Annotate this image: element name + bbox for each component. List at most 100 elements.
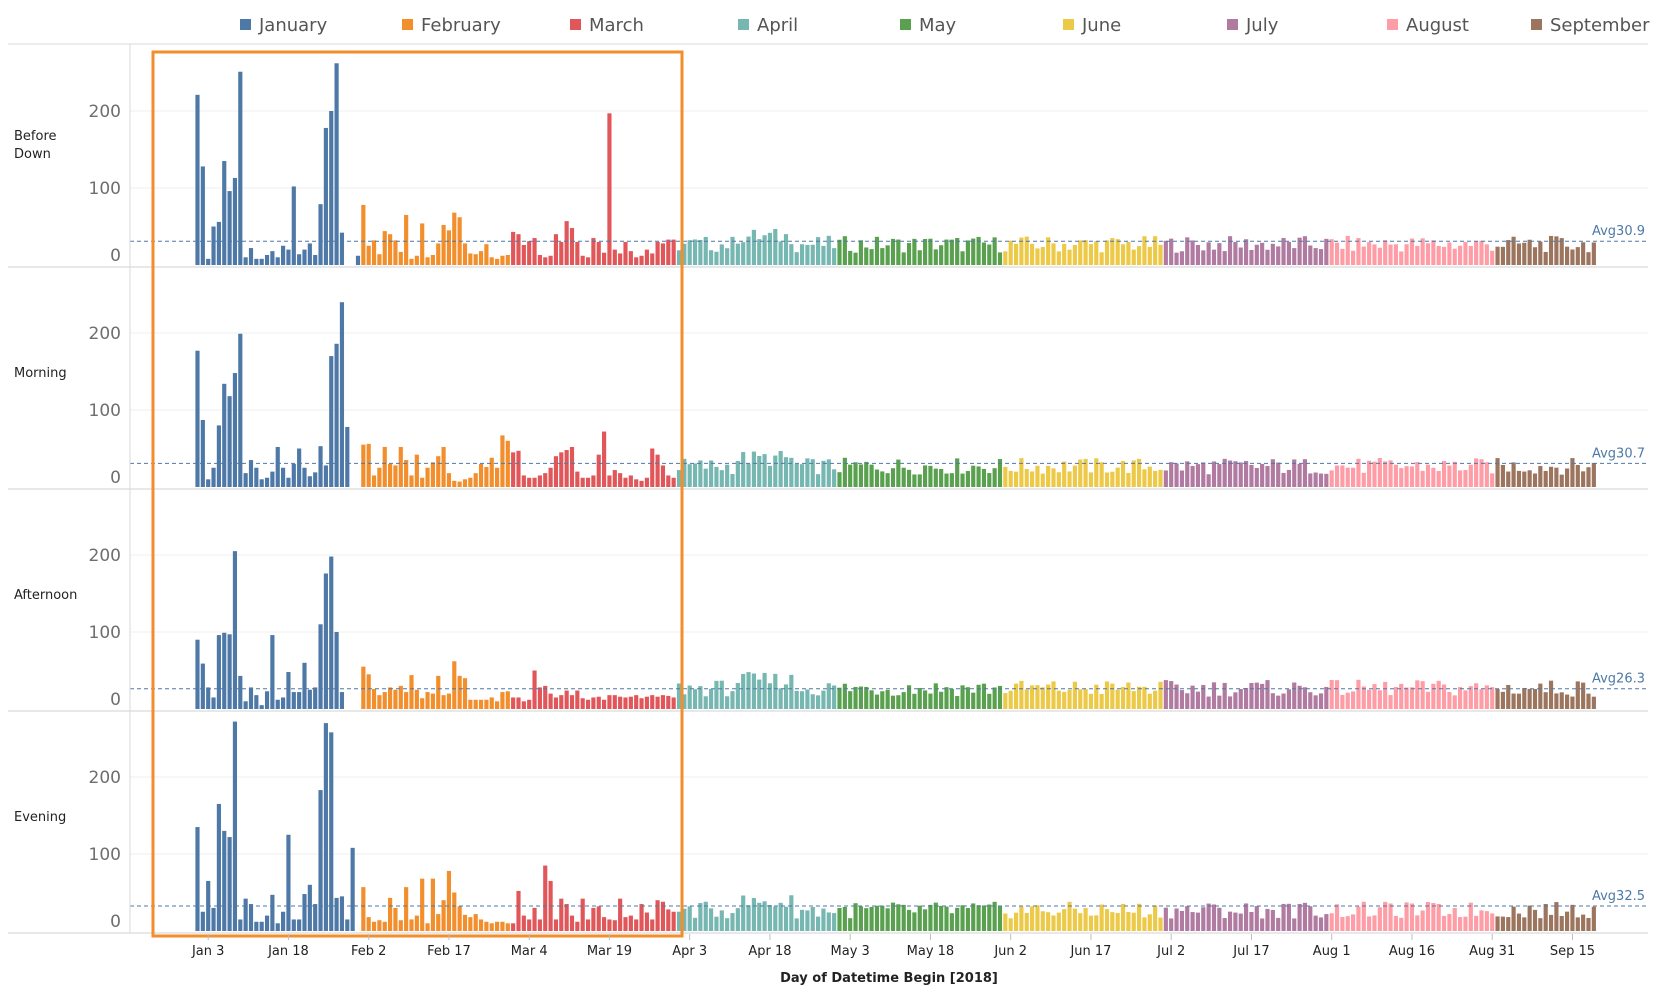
bar[interactable] — [735, 908, 740, 931]
bar[interactable] — [1179, 690, 1184, 709]
bar[interactable] — [709, 460, 714, 487]
bar[interactable] — [1115, 689, 1120, 709]
bar[interactable] — [1361, 686, 1366, 709]
bar[interactable] — [1276, 917, 1281, 931]
bar[interactable] — [826, 912, 831, 931]
bar[interactable] — [1030, 685, 1035, 709]
bar[interactable] — [1072, 908, 1077, 931]
bar[interactable] — [981, 683, 987, 709]
bar[interactable] — [1318, 917, 1324, 931]
bar[interactable] — [1538, 466, 1543, 487]
bar[interactable] — [1565, 911, 1570, 931]
bar[interactable] — [500, 435, 505, 487]
bar[interactable] — [837, 472, 842, 487]
bar[interactable] — [462, 479, 468, 487]
bar[interactable] — [912, 238, 917, 265]
bar[interactable] — [1013, 683, 1019, 709]
bar[interactable] — [1420, 470, 1425, 487]
bar[interactable] — [719, 244, 724, 265]
bar[interactable] — [1447, 465, 1452, 487]
bar[interactable] — [692, 239, 698, 265]
bar[interactable] — [1147, 693, 1152, 709]
bar[interactable] — [1120, 903, 1126, 931]
bar[interactable] — [1008, 240, 1013, 265]
bar[interactable] — [890, 902, 896, 931]
bar[interactable] — [864, 247, 869, 265]
bar[interactable] — [1233, 242, 1238, 265]
bar[interactable] — [655, 454, 660, 487]
bar[interactable] — [1265, 249, 1270, 265]
bar[interactable] — [1185, 693, 1190, 709]
bar[interactable] — [1099, 462, 1104, 487]
bar[interactable] — [441, 695, 446, 709]
bar[interactable] — [313, 687, 318, 709]
bar[interactable] — [195, 827, 200, 931]
bar[interactable] — [575, 471, 580, 487]
bar[interactable] — [789, 895, 794, 931]
bar[interactable] — [971, 903, 976, 931]
bar[interactable] — [388, 687, 393, 709]
bar[interactable] — [371, 688, 377, 709]
bar[interactable] — [837, 687, 842, 709]
bar[interactable] — [1318, 693, 1324, 709]
bar[interactable] — [810, 907, 815, 931]
bar[interactable] — [698, 903, 703, 931]
bar[interactable] — [612, 920, 617, 931]
bar[interactable] — [1276, 695, 1281, 709]
bar[interactable] — [478, 919, 484, 931]
bar[interactable] — [569, 915, 575, 931]
bar[interactable] — [462, 678, 468, 709]
bar[interactable] — [735, 682, 740, 709]
bar[interactable] — [275, 699, 280, 709]
bar[interactable] — [880, 471, 885, 487]
bar[interactable] — [329, 111, 334, 265]
bar[interactable] — [1292, 248, 1297, 265]
bar[interactable] — [307, 243, 312, 265]
bar[interactable] — [757, 902, 762, 931]
bar[interactable] — [1142, 686, 1147, 709]
bar[interactable] — [1436, 903, 1441, 931]
bar[interactable] — [200, 420, 205, 487]
bar[interactable] — [650, 448, 655, 488]
legend-item-march[interactable]: March — [570, 15, 644, 36]
bar[interactable] — [1233, 692, 1238, 709]
bar[interactable] — [1035, 248, 1040, 265]
bar[interactable] — [1008, 470, 1013, 487]
bar[interactable] — [297, 448, 302, 488]
bar[interactable] — [1270, 459, 1275, 487]
bar[interactable] — [1554, 902, 1559, 931]
bar[interactable] — [564, 450, 569, 487]
bar[interactable] — [1548, 680, 1554, 709]
bar[interactable] — [917, 688, 922, 709]
bar[interactable] — [361, 204, 366, 265]
bar[interactable] — [869, 690, 874, 709]
bar[interactable] — [1265, 908, 1270, 931]
bar[interactable] — [580, 698, 585, 709]
bar[interactable] — [1500, 246, 1505, 265]
bar[interactable] — [896, 239, 901, 265]
bar[interactable] — [1292, 682, 1297, 709]
bar[interactable] — [660, 695, 666, 709]
bar[interactable] — [559, 898, 564, 931]
bar[interactable] — [313, 472, 318, 487]
bar[interactable] — [275, 446, 280, 487]
bar[interactable] — [1490, 473, 1495, 487]
bar[interactable] — [393, 907, 398, 931]
bar[interactable] — [585, 919, 591, 931]
bar[interactable] — [1046, 912, 1051, 931]
bar[interactable] — [307, 884, 312, 931]
bar[interactable] — [243, 898, 248, 931]
bar[interactable] — [543, 473, 548, 487]
bar[interactable] — [366, 245, 371, 265]
bar[interactable] — [1003, 251, 1008, 265]
bar[interactable] — [612, 249, 617, 265]
bar[interactable] — [580, 477, 585, 487]
bar[interactable] — [735, 460, 740, 487]
bar[interactable] — [1468, 245, 1473, 265]
bar[interactable] — [1227, 236, 1233, 265]
bar[interactable] — [1516, 243, 1522, 265]
bar[interactable] — [1244, 239, 1249, 265]
bar[interactable] — [323, 127, 328, 265]
bar[interactable] — [1035, 685, 1040, 709]
bar[interactable] — [1233, 461, 1238, 487]
